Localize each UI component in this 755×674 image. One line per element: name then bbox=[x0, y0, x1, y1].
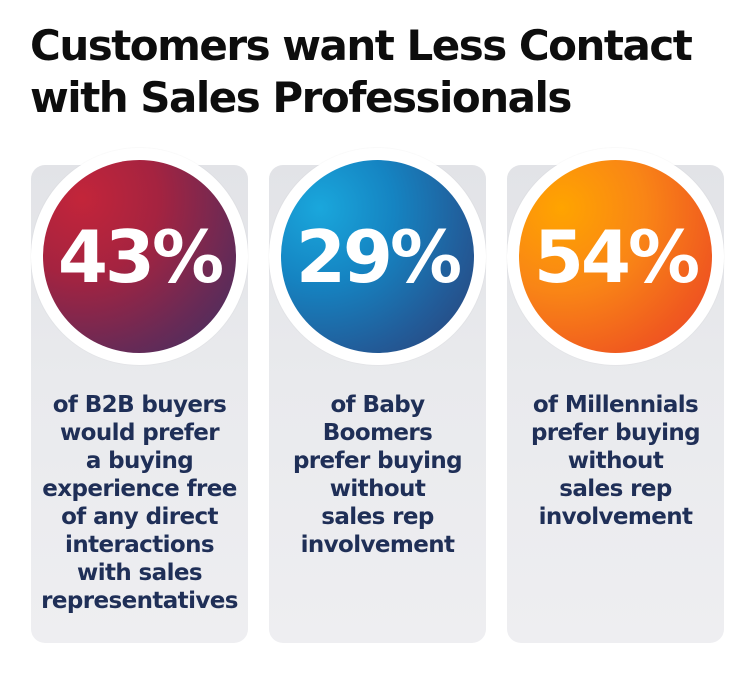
description-line: of B2B buyers bbox=[52, 392, 227, 418]
stat-card-baby-boomers: 29% of Baby Boomers prefer buying withou… bbox=[269, 148, 486, 643]
description-line: interactions bbox=[65, 532, 215, 558]
description-line: without bbox=[329, 476, 426, 502]
stat-circle-ring: 54% bbox=[507, 148, 724, 365]
stat-circle: 43% bbox=[43, 160, 236, 353]
description-line: without bbox=[567, 448, 664, 474]
title-line-2: with Sales Professionals bbox=[30, 73, 572, 122]
description-line: of Millennials bbox=[532, 392, 699, 418]
description-line: sales rep bbox=[321, 504, 434, 530]
stat-circle-ring: 43% bbox=[31, 148, 248, 365]
description-line: of any direct bbox=[61, 504, 218, 530]
stat-description: of Millennials prefer buying without sal… bbox=[515, 391, 716, 531]
description-line: would prefer bbox=[60, 420, 220, 446]
stat-card-b2b-buyers: 43% of B2B buyers would prefer a buying … bbox=[31, 148, 248, 643]
stat-percent: 54% bbox=[533, 214, 700, 299]
description-line: experience free bbox=[42, 476, 237, 502]
stat-description: of B2B buyers would prefer a buying expe… bbox=[39, 391, 240, 615]
description-line: prefer buying bbox=[292, 448, 463, 474]
stat-circle-ring: 29% bbox=[269, 148, 486, 365]
stat-circle: 29% bbox=[281, 160, 474, 353]
stat-percent: 29% bbox=[295, 214, 462, 299]
description-line: a buying bbox=[85, 448, 194, 474]
stat-percent: 43% bbox=[57, 214, 224, 299]
page-title: Customers want Less Contact with Sales P… bbox=[30, 20, 730, 124]
stat-description: of Baby Boomers prefer buying without sa… bbox=[277, 391, 478, 559]
description-line: involvement bbox=[538, 504, 693, 530]
description-line: representatives bbox=[41, 588, 238, 614]
description-line: involvement bbox=[300, 532, 455, 558]
stat-card-millennials: 54% of Millennials prefer buying without… bbox=[507, 148, 724, 643]
title-line-1: Customers want Less Contact bbox=[30, 21, 693, 70]
stat-circle: 54% bbox=[519, 160, 712, 353]
description-line: of Baby bbox=[330, 392, 425, 418]
description-line: with sales bbox=[77, 560, 203, 586]
description-line: prefer buying bbox=[530, 420, 701, 446]
description-line: sales rep bbox=[559, 476, 672, 502]
description-line: Boomers bbox=[322, 420, 433, 446]
